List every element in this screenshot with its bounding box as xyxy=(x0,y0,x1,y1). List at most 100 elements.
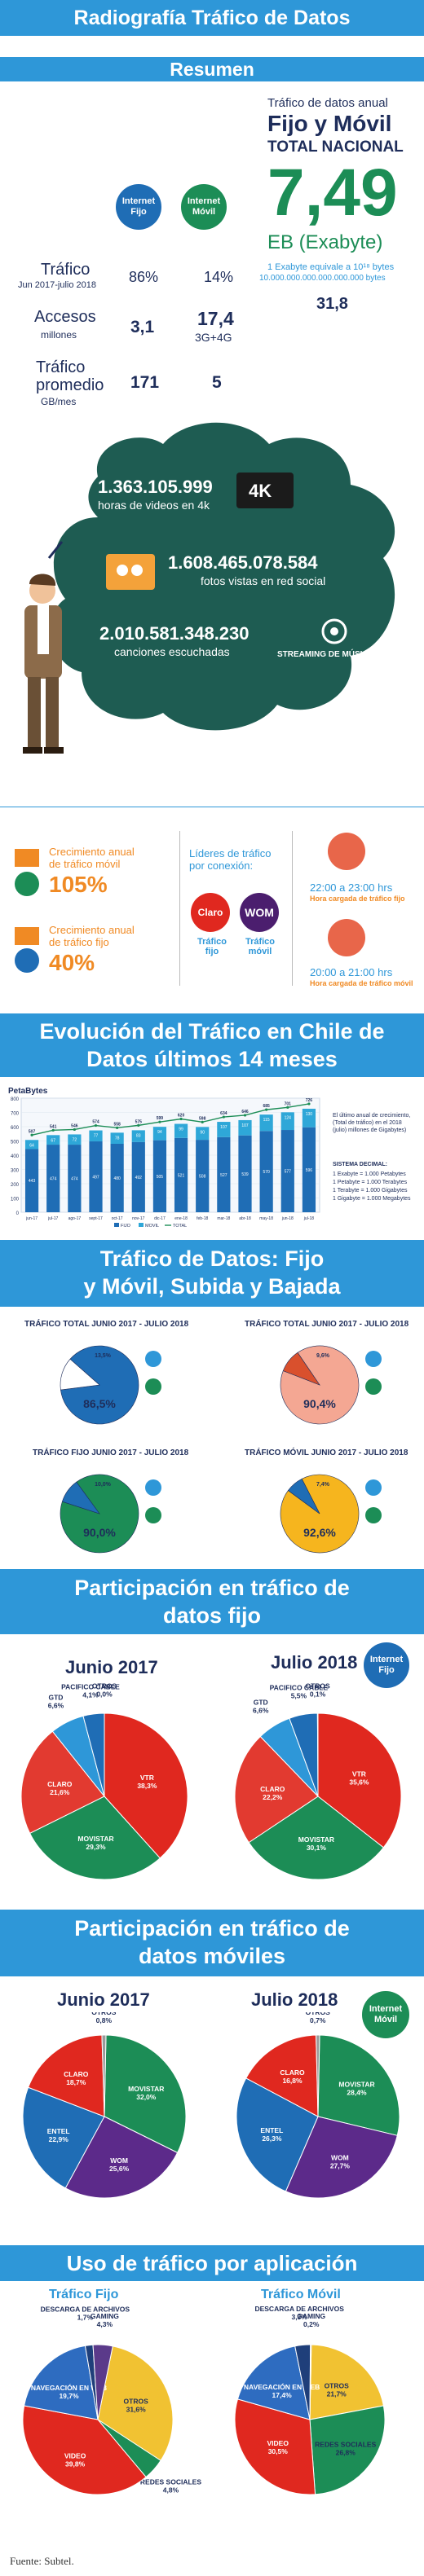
movil-share-band: Participación en tráfico de datos móvile… xyxy=(0,1910,424,1976)
tv-4k-icon xyxy=(236,473,294,508)
resumen-row-promedio: Tráfico promedio GB/mes 171 5 xyxy=(8,358,253,407)
row-sub: GB/mes xyxy=(41,396,77,407)
bar-fijo-label: 492 xyxy=(135,1176,143,1180)
y-tick-label: 100 xyxy=(11,1198,20,1202)
x-tick-label: nov-17 xyxy=(132,1216,145,1221)
wom-logo-icon: WOM xyxy=(240,893,279,932)
slice-value-label: 30,5% xyxy=(268,2447,289,2455)
bar-fijo xyxy=(131,1141,145,1212)
pie-slice xyxy=(309,2344,384,2420)
movil-share-title-1: Participación en tráfico de xyxy=(74,1916,350,1941)
slice-value-label: 0,2% xyxy=(303,2320,320,2328)
sistema-line-3: 1 Terabyte = 1.000 Gigabytes xyxy=(333,1188,408,1193)
donut-slice xyxy=(287,1478,320,1514)
updown-title-1: Tráfico de Datos: Fijo xyxy=(99,1246,325,1271)
movil-pie-2018-title: Julio 2018 xyxy=(251,1989,338,2010)
resumen-band: Resumen xyxy=(0,57,424,81)
bar-movil xyxy=(46,1135,60,1145)
bar-movil-label: 124 xyxy=(285,1115,292,1120)
total-label: 701 xyxy=(285,1101,292,1106)
sistema-line-4: 1 Gigabyte = 1.000 Megabytes xyxy=(333,1196,411,1202)
slice-name-label: VIDEO xyxy=(267,2439,289,2447)
slice-name-label: OTROS xyxy=(325,2381,350,2389)
bar-fijo xyxy=(174,1137,188,1212)
side-value: 31,8 xyxy=(316,295,348,313)
slice-value-label: 0,1% xyxy=(310,1690,326,1698)
slice-name-label: DESCARGA DE ARCHIVOS xyxy=(41,2306,130,2314)
pie-slice xyxy=(285,2116,398,2199)
growth-movil-caption: Crecimiento anual de tráfico móvil xyxy=(49,846,135,870)
fijo-share-title-1: Participación en tráfico de xyxy=(74,1576,350,1600)
x-tick-label: jul-18 xyxy=(303,1216,314,1221)
slice-name-label: ENTEL xyxy=(260,2126,283,2134)
bar-movil-label: 64 xyxy=(29,1143,34,1148)
row-fijo: 171 xyxy=(130,373,160,392)
slice-value-label: 5,5% xyxy=(291,1692,307,1700)
slice-value-label: 0,8% xyxy=(96,2016,113,2024)
row-movil: 5 xyxy=(212,373,222,392)
donut-slice xyxy=(60,1358,100,1391)
x-tick-label: sept-17 xyxy=(89,1216,103,1221)
slice-name-label: DESCARGA DE ARCHIVOS xyxy=(254,2306,344,2313)
bar-movil-label: 107 xyxy=(220,1125,227,1130)
slice-name-label: MOVISTAR xyxy=(128,2085,164,2093)
donut-slice xyxy=(282,1352,320,1386)
x-tick-label: feb-18 xyxy=(197,1216,208,1221)
slice-value-label: 0,0% xyxy=(96,1690,113,1698)
total-point xyxy=(30,1133,33,1136)
internet-fijo-small-icon xyxy=(15,948,39,973)
bar-movil xyxy=(196,1127,210,1141)
bar-fijo xyxy=(280,1130,294,1212)
bar-movil xyxy=(238,1119,252,1136)
slice-value-label: 30,1% xyxy=(307,1844,327,1852)
slice-value-label: 21,7% xyxy=(327,2389,347,2398)
photo-icon xyxy=(106,554,155,590)
slice-value-label: 17,4% xyxy=(272,2391,293,2399)
donut-main-label: 92,6% xyxy=(303,1526,336,1539)
total-caption-2: Fijo y Móvil xyxy=(267,111,392,136)
slice-name-label: WOM xyxy=(331,2154,349,2162)
total-label: 634 xyxy=(220,1111,227,1116)
row-movil: 14% xyxy=(204,269,234,285)
slice-value-label: 39,8% xyxy=(65,2460,86,2468)
bar-fijo-label: 570 xyxy=(263,1170,270,1175)
exabyte-digits: 10.000.000.000.000.000.000 bytes xyxy=(259,274,386,283)
slice-name-label: VTR xyxy=(352,1769,366,1778)
bar-fijo-label: 474 xyxy=(71,1177,78,1182)
page-title: Radiografía Tráfico de Datos xyxy=(73,7,351,29)
pie-slice xyxy=(97,2345,174,2461)
bar-movil-label: 77 xyxy=(94,1134,99,1139)
slice-name-label: VIDEO xyxy=(64,2452,86,2460)
bar-fijo xyxy=(24,1149,39,1212)
total-point xyxy=(94,1123,98,1128)
resumen-row-trafico: Tráfico Jun 2017-julio 2018 86% 14% xyxy=(8,261,253,293)
donut-small-label: 7,4% xyxy=(316,1482,330,1488)
pie-slice xyxy=(317,1712,402,1848)
download-icon xyxy=(365,1507,382,1523)
pie-slice xyxy=(316,1712,319,1797)
badge-4k: 4K xyxy=(249,481,272,501)
bar-movil xyxy=(152,1127,167,1141)
leader-fijo-label: Tráfico fijo xyxy=(197,937,227,956)
source-footer: Fuente: Subtel. xyxy=(10,2555,74,2567)
bar-movil-label: 115 xyxy=(263,1118,270,1123)
pie-slice xyxy=(82,1712,105,1797)
growth-divider-1 xyxy=(179,831,180,986)
bar-movil xyxy=(217,1122,231,1137)
slice-value-label: 19,7% xyxy=(59,2392,79,2400)
slice-value-label: 22,9% xyxy=(49,2135,69,2143)
evolution-band: Evolución del Tráfico en Chile de Datos … xyxy=(0,1013,424,1077)
bar-fijo xyxy=(302,1127,316,1212)
row-label: Tráfico xyxy=(41,261,91,279)
page-title-band: Radiografía Tráfico de Datos xyxy=(0,0,424,36)
slice-value-label: 16,8% xyxy=(282,2077,303,2085)
apps-fijo-title: Tráfico Fijo xyxy=(49,2288,119,2301)
y-tick-label: 300 xyxy=(11,1169,20,1174)
fijo-pie-2018-title: Julio 2018 xyxy=(271,1652,358,1673)
slice-value-label: 38,3% xyxy=(137,1782,157,1790)
x-tick-label: oct-17 xyxy=(112,1216,123,1221)
bar-movil-label: 83 xyxy=(136,1133,141,1138)
slice-value-label: 4,1% xyxy=(82,1691,99,1699)
